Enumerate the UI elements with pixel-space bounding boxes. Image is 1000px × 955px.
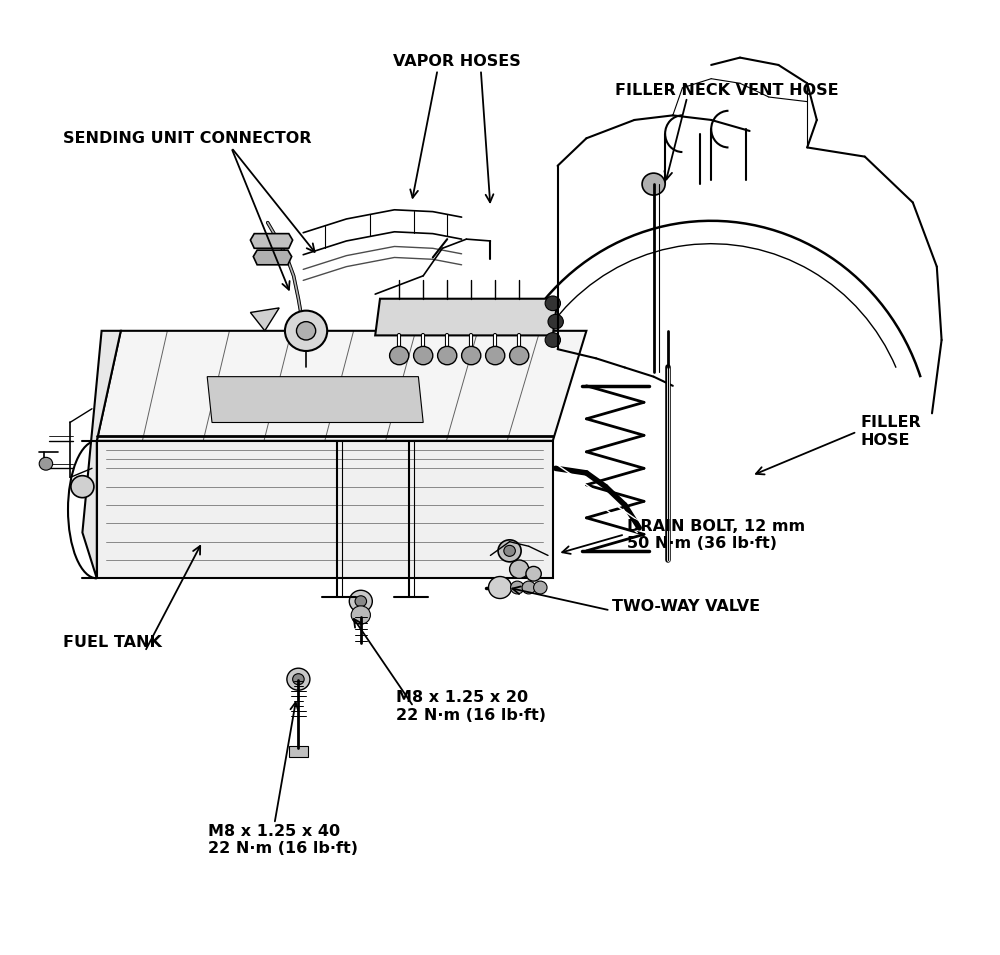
Text: VAPOR HOSES: VAPOR HOSES xyxy=(393,53,521,69)
Circle shape xyxy=(486,347,505,365)
Circle shape xyxy=(510,560,529,579)
Circle shape xyxy=(39,457,53,470)
Circle shape xyxy=(438,347,457,365)
Circle shape xyxy=(351,605,370,625)
Bar xyxy=(289,746,308,757)
Text: FUEL TANK: FUEL TANK xyxy=(63,635,162,650)
Circle shape xyxy=(498,540,521,562)
Text: TWO-WAY VALVE: TWO-WAY VALVE xyxy=(612,599,760,613)
Polygon shape xyxy=(250,234,293,248)
Circle shape xyxy=(285,310,327,351)
Circle shape xyxy=(510,347,529,365)
Circle shape xyxy=(71,476,94,498)
Circle shape xyxy=(522,581,536,594)
Polygon shape xyxy=(207,376,423,422)
Text: M8 x 1.25 x 40
22 N·m (16 lb·ft): M8 x 1.25 x 40 22 N·m (16 lb·ft) xyxy=(208,824,358,857)
Circle shape xyxy=(545,332,560,348)
Circle shape xyxy=(526,566,541,581)
Circle shape xyxy=(548,314,563,329)
Polygon shape xyxy=(97,330,586,441)
Text: M8 x 1.25 x 20
22 N·m (16 lb·ft): M8 x 1.25 x 20 22 N·m (16 lb·ft) xyxy=(396,690,546,723)
Circle shape xyxy=(488,577,512,599)
Circle shape xyxy=(462,347,481,365)
Circle shape xyxy=(390,347,409,365)
Circle shape xyxy=(545,296,560,310)
Circle shape xyxy=(355,596,367,606)
Text: FILLER
HOSE: FILLER HOSE xyxy=(860,415,921,448)
Circle shape xyxy=(511,581,524,594)
Circle shape xyxy=(642,173,665,195)
Polygon shape xyxy=(97,441,553,579)
Circle shape xyxy=(293,673,304,685)
Circle shape xyxy=(504,545,515,557)
Circle shape xyxy=(296,322,316,340)
Text: DRAIN BOLT, 12 mm
50 N·m (36 lb·ft): DRAIN BOLT, 12 mm 50 N·m (36 lb·ft) xyxy=(627,519,805,551)
Text: SENDING UNIT CONNECTOR: SENDING UNIT CONNECTOR xyxy=(63,131,312,146)
Text: FILLER NECK VENT HOSE: FILLER NECK VENT HOSE xyxy=(615,83,839,98)
Circle shape xyxy=(534,581,547,594)
Polygon shape xyxy=(82,330,121,579)
Circle shape xyxy=(287,668,310,690)
Polygon shape xyxy=(253,250,292,265)
Polygon shape xyxy=(375,299,558,335)
Polygon shape xyxy=(250,308,279,330)
Circle shape xyxy=(349,590,372,612)
Circle shape xyxy=(414,347,433,365)
